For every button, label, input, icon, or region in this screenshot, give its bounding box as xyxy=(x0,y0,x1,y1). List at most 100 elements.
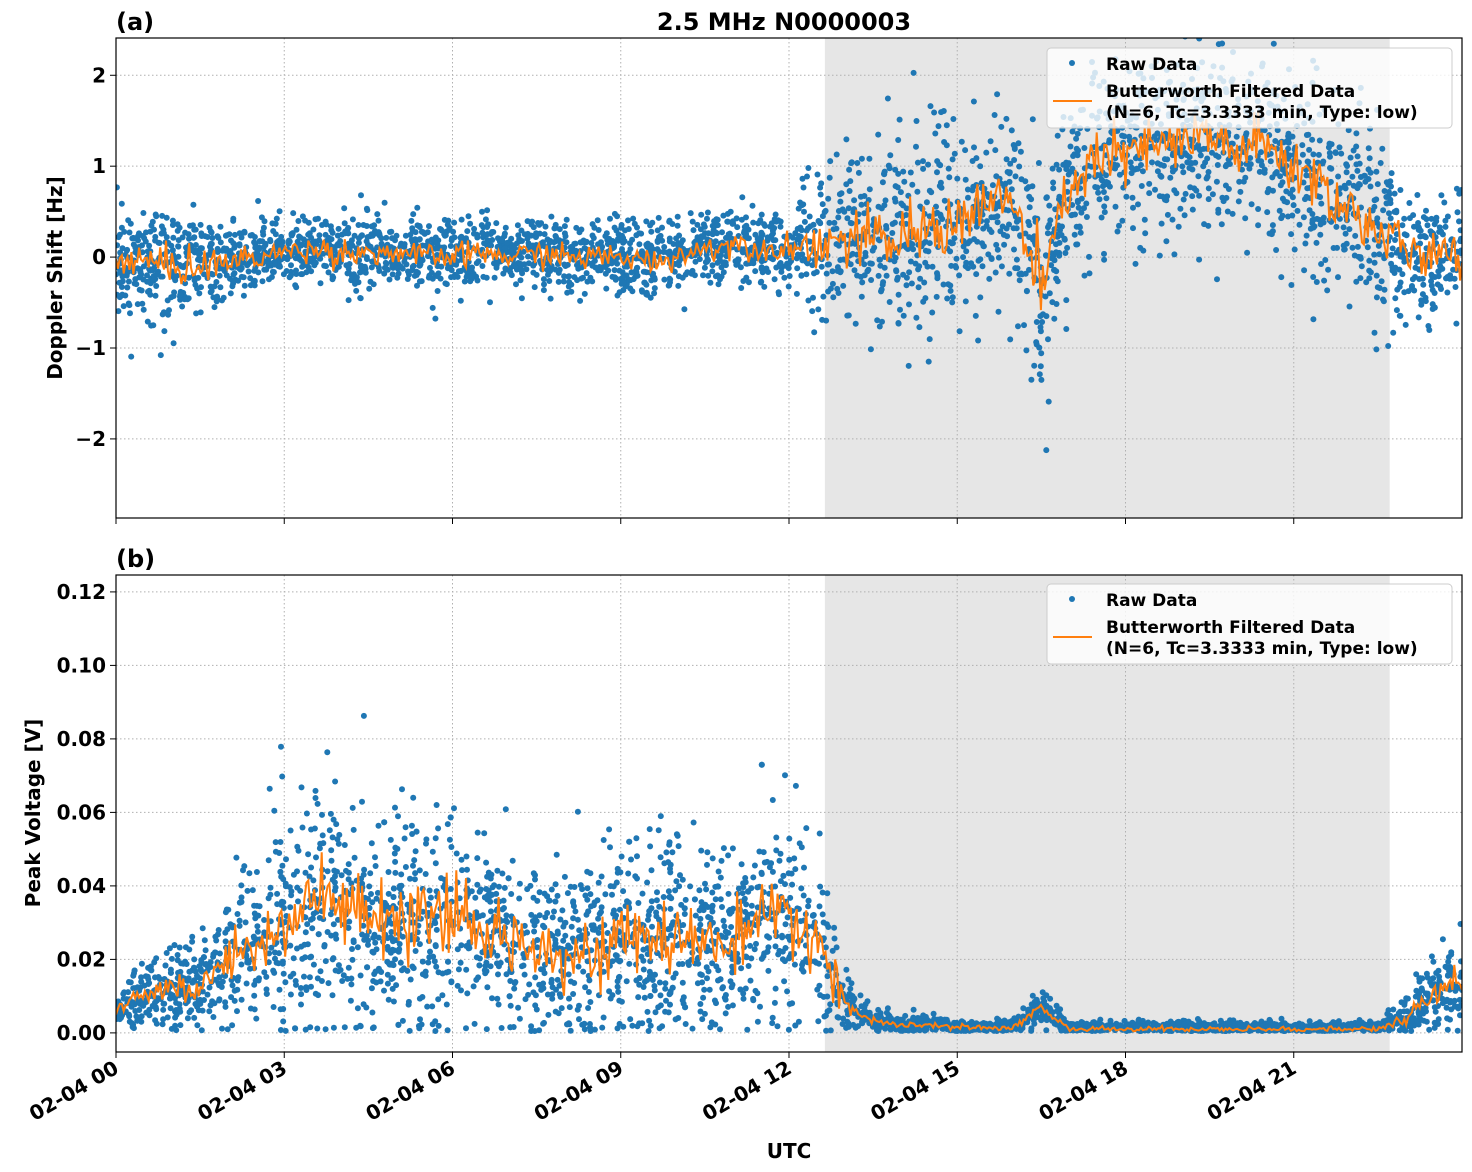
raw-data-point xyxy=(240,867,246,874)
raw-data-point xyxy=(900,312,907,319)
raw-data-point xyxy=(501,230,508,237)
raw-data-point xyxy=(1288,282,1295,288)
raw-data-point xyxy=(921,279,928,286)
raw-data-point xyxy=(940,281,947,288)
raw-data-point xyxy=(913,118,920,124)
raw-data-point xyxy=(917,275,924,282)
raw-data-point xyxy=(136,244,142,250)
raw-data-point xyxy=(186,946,193,953)
raw-data-point xyxy=(152,974,158,981)
raw-data-point xyxy=(1060,161,1067,168)
raw-data-point xyxy=(433,252,440,258)
raw-data-point xyxy=(962,147,969,154)
raw-data-point xyxy=(432,272,439,279)
raw-data-point xyxy=(910,246,917,253)
raw-data-point xyxy=(724,218,731,225)
raw-data-point xyxy=(905,362,912,369)
raw-data-point xyxy=(507,269,514,275)
raw-data-point xyxy=(1223,194,1230,201)
raw-data-point xyxy=(702,880,708,887)
raw-data-point xyxy=(1458,247,1462,254)
raw-data-point xyxy=(1196,192,1203,199)
raw-data-point xyxy=(1256,168,1263,175)
raw-data-point xyxy=(1456,218,1462,225)
raw-data-point xyxy=(1169,216,1176,223)
raw-data-point xyxy=(704,849,711,856)
raw-data-point xyxy=(916,263,923,270)
raw-data-point xyxy=(793,290,800,297)
raw-data-point xyxy=(314,975,321,982)
raw-data-point xyxy=(858,155,865,162)
raw-data-point xyxy=(833,241,840,248)
raw-data-point xyxy=(1056,193,1063,200)
raw-data-point xyxy=(1038,350,1045,357)
raw-data-point xyxy=(536,230,543,237)
y-tick-label: −2 xyxy=(75,427,106,451)
raw-data-point xyxy=(1160,162,1167,169)
raw-data-point xyxy=(337,242,344,249)
raw-data-point xyxy=(826,261,832,268)
raw-data-point xyxy=(204,234,211,240)
raw-data-point xyxy=(639,890,646,897)
raw-data-point xyxy=(751,862,758,869)
raw-data-point xyxy=(568,923,575,930)
raw-data-point xyxy=(302,869,309,876)
raw-data-point xyxy=(776,291,782,298)
raw-data-point xyxy=(983,218,990,225)
raw-data-point xyxy=(217,223,224,230)
raw-data-point xyxy=(1045,398,1052,405)
raw-data-point xyxy=(1438,192,1445,199)
raw-data-point xyxy=(1296,221,1303,228)
raw-data-point xyxy=(479,263,486,269)
raw-data-point xyxy=(119,273,126,280)
raw-data-point xyxy=(738,965,745,972)
raw-data-point xyxy=(1273,247,1280,253)
raw-data-point xyxy=(747,942,754,949)
raw-data-point xyxy=(644,240,651,247)
raw-data-point xyxy=(758,229,765,236)
raw-data-point xyxy=(897,189,904,196)
raw-data-point xyxy=(1205,185,1212,192)
raw-data-point xyxy=(230,215,237,222)
raw-data-point xyxy=(844,215,851,222)
raw-data-point xyxy=(261,917,268,923)
raw-data-point xyxy=(227,253,233,260)
raw-data-point xyxy=(261,218,268,225)
raw-data-point xyxy=(988,229,995,235)
raw-data-point xyxy=(1140,247,1147,254)
raw-data-point xyxy=(1373,294,1380,301)
raw-data-point xyxy=(963,259,970,266)
raw-data-point xyxy=(991,214,998,221)
raw-data-point xyxy=(666,238,673,245)
raw-data-point xyxy=(609,273,616,280)
raw-data-point xyxy=(1255,222,1262,229)
raw-data-point xyxy=(1076,223,1083,230)
raw-data-point xyxy=(236,242,243,249)
raw-data-point xyxy=(192,281,199,288)
raw-data-point xyxy=(158,223,165,230)
raw-data-point xyxy=(1175,223,1182,230)
raw-data-point xyxy=(829,280,836,287)
raw-data-point xyxy=(349,216,356,223)
raw-data-point xyxy=(259,228,266,235)
raw-data-point xyxy=(1335,274,1341,281)
raw-data-point xyxy=(349,956,356,963)
raw-data-point xyxy=(1391,266,1397,273)
raw-data-point xyxy=(359,798,365,805)
raw-data-point xyxy=(1026,204,1033,211)
raw-data-point xyxy=(689,218,696,225)
raw-data-point xyxy=(1414,192,1421,198)
raw-data-point xyxy=(304,921,311,928)
raw-data-point xyxy=(496,883,502,890)
raw-data-point xyxy=(406,271,412,278)
raw-data-point xyxy=(656,903,663,910)
raw-data-point xyxy=(1373,168,1380,175)
raw-data-point xyxy=(169,217,176,224)
raw-data-point xyxy=(1006,270,1013,277)
raw-data-point xyxy=(267,238,274,245)
raw-data-point xyxy=(1156,252,1163,259)
raw-data-point xyxy=(947,282,954,289)
raw-data-point xyxy=(259,278,266,285)
raw-data-point xyxy=(1017,148,1024,155)
